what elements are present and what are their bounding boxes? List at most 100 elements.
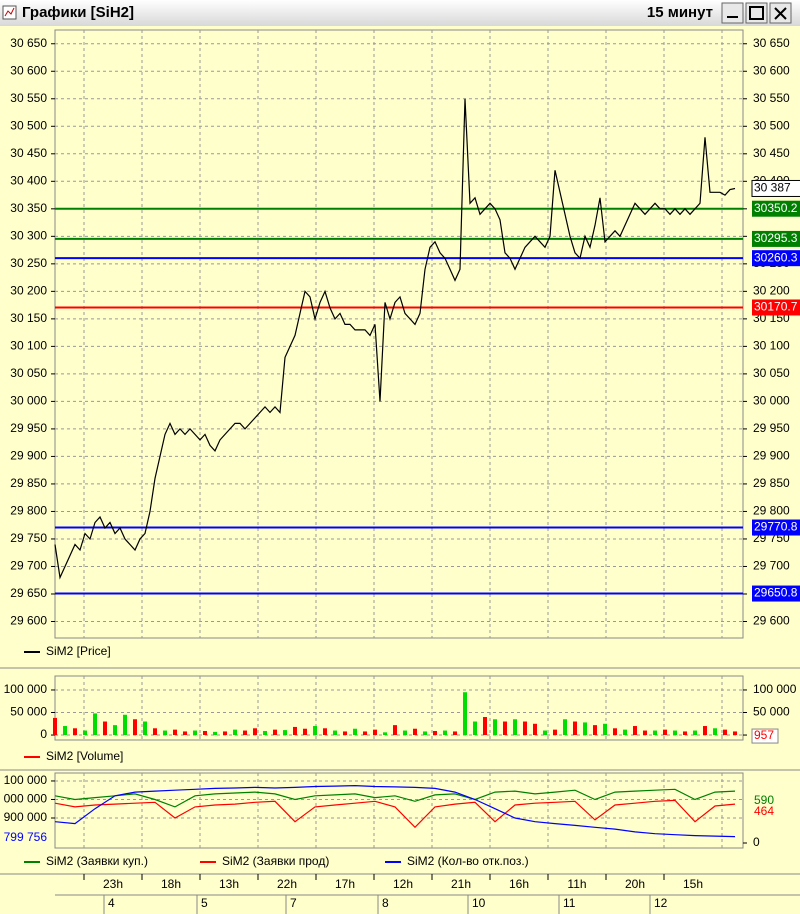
time-label: 18h <box>161 877 181 891</box>
volume-bar <box>313 726 317 736</box>
volume-bar <box>363 731 367 736</box>
volume-bar <box>393 725 397 736</box>
y-tick-label-right: 29 850 <box>753 476 790 490</box>
volume-bar <box>373 729 377 736</box>
y-tick-label: 29 750 <box>10 531 47 545</box>
y-tick-label-right: 30 000 <box>753 394 790 408</box>
volume-bar <box>453 731 457 736</box>
volume-bar <box>483 717 487 736</box>
price-line <box>54 98 736 580</box>
y-tick-label: 0 <box>40 727 47 741</box>
last-value-label: 30 387 <box>754 181 791 195</box>
volume-bar <box>583 722 587 736</box>
y-tick-label: 30 600 <box>10 63 47 77</box>
time-label: 17h <box>335 877 355 891</box>
interval[interactable]: 15 минут <box>647 4 713 21</box>
y-tick-label-right: 30 500 <box>753 118 790 132</box>
y-tick-label: 29 850 <box>10 476 47 490</box>
y-tick-label: 30 650 <box>10 36 47 50</box>
time-label: 13h <box>219 877 239 891</box>
day-label: 4 <box>108 896 115 910</box>
level-label-box <box>752 585 800 602</box>
y-tick-label: 30 050 <box>10 366 47 380</box>
volume-bar <box>623 729 627 736</box>
y-tick-label: 1 000 000 <box>0 792 47 806</box>
volume-bar <box>263 730 267 736</box>
y-tick-label: 29 800 <box>10 504 47 518</box>
volume-bar <box>423 731 427 736</box>
day-label: 7 <box>290 896 297 910</box>
day-label: 10 <box>472 896 486 910</box>
volume-bar <box>63 726 67 736</box>
volume-bar <box>273 729 277 736</box>
volume-bar <box>143 721 147 736</box>
day-label: 5 <box>201 896 208 910</box>
time-label: 21h <box>451 877 471 891</box>
last-value-label: 957 <box>754 728 774 742</box>
y-tick-label-right: 29 900 <box>753 449 790 463</box>
level-label-box <box>752 519 800 536</box>
volume-bar <box>733 731 737 736</box>
volume-bar <box>93 713 97 736</box>
y-tick-label: 30 000 <box>10 394 47 408</box>
last-value-label: 590 <box>754 793 774 807</box>
y-tick-label: 1 100 000 <box>0 773 47 787</box>
volume-bar <box>433 730 437 736</box>
level-label: 30350.2 <box>754 201 798 215</box>
y2-tick-label: 0 <box>753 835 760 849</box>
y-tick-label: 29 600 <box>10 614 47 628</box>
volume-bar <box>153 728 157 736</box>
volume-bar <box>633 726 637 736</box>
volume-bar <box>503 721 507 736</box>
legend-label: SiM2 [Volume] <box>46 749 123 763</box>
level-label: 30260.3 <box>754 250 798 264</box>
legend-label: SiM2 (Кол-во отк.поз.) <box>407 854 529 868</box>
legend-label: SiM2 (Заявки прод) <box>222 854 329 868</box>
volume-bar <box>293 726 297 736</box>
level-label: 29650.8 <box>754 586 798 600</box>
y-tick-label: 30 250 <box>10 256 47 270</box>
volume-bar <box>163 730 167 736</box>
y-tick-label: 30 350 <box>10 201 47 215</box>
volume-bar <box>333 730 337 736</box>
minimize-button[interactable] <box>721 2 744 24</box>
y-tick-label-right: 100 000 <box>753 682 797 696</box>
time-label: 22h <box>277 877 297 891</box>
y-tick-label: 30 550 <box>10 91 47 105</box>
y-tick-label-right: 29 600 <box>753 614 790 628</box>
volume-bar <box>83 730 87 736</box>
y-tick-label-right: 30 050 <box>753 366 790 380</box>
y-tick-label-right: 29 800 <box>753 504 790 518</box>
level-label-box <box>752 299 800 316</box>
volume-bar <box>283 730 287 736</box>
volume-bar <box>343 731 347 736</box>
y-tick-label: 900 000 <box>4 810 48 824</box>
y-tick-label-right: 30 650 <box>753 36 790 50</box>
day-label: 11 <box>563 896 576 910</box>
y-tick-label-right: 30 100 <box>753 339 790 353</box>
maximize-icon <box>749 6 764 20</box>
level-label: 30295.3 <box>754 231 798 245</box>
time-label: 12h <box>393 877 413 891</box>
volume-bar <box>493 719 497 736</box>
volume-bar <box>203 730 207 736</box>
last-value-box <box>751 728 779 744</box>
volume-bar <box>723 729 727 736</box>
y-tick-label-right: 29 700 <box>753 559 790 573</box>
volume-bar <box>643 730 647 736</box>
series-line <box>54 799 736 829</box>
volume-bar <box>193 730 197 736</box>
volume-bar <box>573 721 577 736</box>
volume-bar <box>253 728 257 736</box>
volume-bar <box>123 714 127 736</box>
volume-bar <box>713 728 717 736</box>
y-tick-label-right: 29 950 <box>753 421 790 435</box>
volume-bar <box>473 721 477 736</box>
volume-bar <box>223 731 227 736</box>
y-tick-label: 100 000 <box>4 682 48 696</box>
volume-bar <box>693 730 697 736</box>
volume-bar <box>383 732 387 736</box>
volume-bar <box>523 721 527 736</box>
